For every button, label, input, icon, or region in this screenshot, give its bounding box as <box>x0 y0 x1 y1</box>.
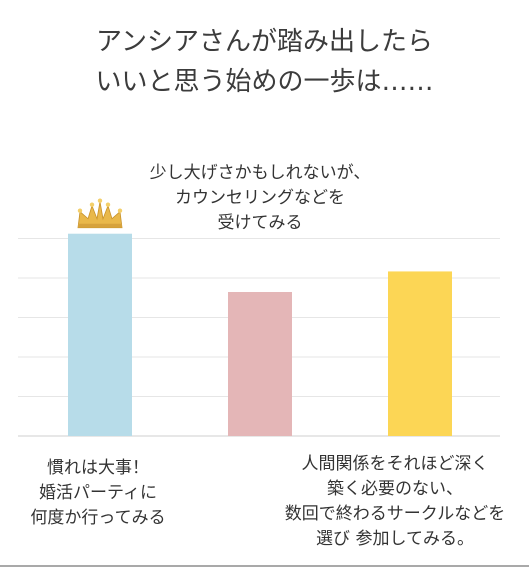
label-c-line-4: 選び 参加してみる。 <box>316 529 474 549</box>
label-c-line-2: 築く必要のない、 <box>327 479 463 499</box>
label-a-line-3: 何度か行ってみる <box>30 508 166 528</box>
label-b-line-1: 少し大げさかもしれないが、 <box>149 163 371 183</box>
bar-2 <box>228 292 292 436</box>
bar-3 <box>388 271 452 436</box>
category-label-c: 人間関係をそれほど深く 築く必要のない、 数回で終わるサークルなどを 選び 参加… <box>262 452 528 552</box>
label-a-line-1: 慣れは大事！ <box>47 458 149 478</box>
label-a-line-2: 婚活パーティに <box>39 483 157 503</box>
bottom-rule <box>0 565 529 567</box>
title-line-1: アンシアさんが踏み出したら <box>96 27 433 57</box>
label-c-line-3: 数回で終わるサークルなどを <box>284 504 506 524</box>
label-c-line-1: 人間関係をそれほど深く <box>301 454 489 474</box>
bar-1 <box>68 233 132 436</box>
category-label-a: 慣れは大事！ 婚活パーティに 何度か行ってみる <box>8 456 188 531</box>
title-line-2: いいと思う始めの一歩は…… <box>95 67 434 97</box>
crown-icon <box>77 198 123 229</box>
category-label-b: 少し大げさかもしれないが、 カウンセリングなどを 受けてみる <box>140 161 380 236</box>
chart-title: アンシアさんが踏み出したら いいと思う始めの一歩は…… <box>0 22 529 102</box>
label-b-line-3: 受けてみる <box>217 213 303 233</box>
label-b-line-2: カウンセリングなどを <box>175 188 345 208</box>
